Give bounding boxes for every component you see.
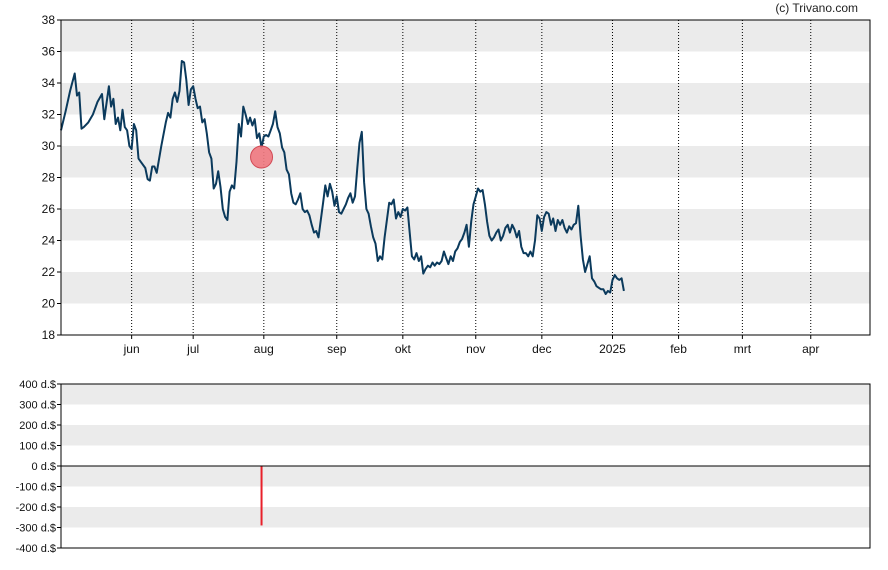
price-band xyxy=(61,272,870,304)
price-chart-series xyxy=(60,60,625,295)
y-tick-label: 38 xyxy=(42,13,56,27)
x-tick-label: dec xyxy=(532,342,551,356)
volume-y-tick-label: -200 d.$ xyxy=(16,502,56,514)
price-chart-y-ticks: 18 20 22 24 26 28 30 32 34 36 38 xyxy=(42,13,61,342)
y-tick-label: 34 xyxy=(42,76,56,90)
x-tick-label: mrt xyxy=(734,342,752,356)
volume-chart-bands xyxy=(61,384,870,528)
y-tick-label: 18 xyxy=(42,328,56,342)
y-tick-label: 26 xyxy=(42,202,56,216)
volume-band xyxy=(61,507,870,528)
x-tick-label: apr xyxy=(802,342,819,356)
volume-y-tick-label: 200 d.$ xyxy=(19,420,56,432)
x-tick-label: nov xyxy=(466,342,485,356)
price-band xyxy=(61,20,870,52)
y-tick-label: 36 xyxy=(42,45,56,59)
price-chart-x-ticks: jun jul aug sep okt nov dec 2025 feb mrt apr xyxy=(123,335,819,356)
volume-band xyxy=(61,466,870,487)
volume-y-tick-label: -300 d.$ xyxy=(16,523,56,535)
price-series-line xyxy=(60,60,625,295)
x-tick-label: sep xyxy=(327,342,347,356)
price-event-marker xyxy=(250,145,274,169)
price-chart-bands xyxy=(61,20,870,304)
volume-y-tick-label: 0 d.$ xyxy=(32,461,56,473)
volume-y-tick-label: -400 d.$ xyxy=(16,543,56,555)
volume-y-tick-label: 400 d.$ xyxy=(19,379,56,391)
volume-band xyxy=(61,384,870,405)
y-tick-label: 32 xyxy=(42,108,56,122)
x-tick-label: jul xyxy=(186,342,199,356)
y-tick-label: 30 xyxy=(42,139,56,153)
volume-y-tick-label: -100 d.$ xyxy=(16,482,56,494)
y-tick-label: 28 xyxy=(42,171,56,185)
price-band xyxy=(61,83,870,115)
volume-band xyxy=(61,425,870,446)
copyright-label: (c) Trivano.com xyxy=(775,1,858,15)
y-tick-label: 24 xyxy=(42,234,56,248)
x-tick-label: 2025 xyxy=(599,342,626,356)
price-band xyxy=(61,209,870,241)
y-tick-label: 20 xyxy=(42,297,56,311)
volume-y-tick-label: 300 d.$ xyxy=(19,400,56,412)
price-chart-marker-layer xyxy=(250,145,274,169)
y-tick-label: 22 xyxy=(42,265,56,279)
volume-chart-y-ticks: 400 d.$ 300 d.$ 200 d.$ 100 d.$ 0 d.$ -100 d.… xyxy=(16,379,61,555)
x-tick-label: jun xyxy=(123,342,140,356)
x-tick-label: okt xyxy=(395,342,412,356)
x-tick-label: feb xyxy=(670,342,687,356)
volume-y-tick-label: 100 d.$ xyxy=(19,441,56,453)
x-tick-label: aug xyxy=(254,342,274,356)
price-band xyxy=(61,146,870,178)
